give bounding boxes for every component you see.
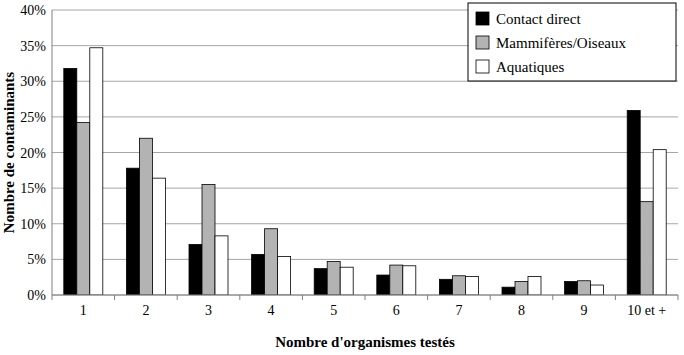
x-tick <box>552 295 553 300</box>
y-axis-title: Nombre de contaminants <box>1 72 17 234</box>
x-tick-label: 8 <box>518 303 525 318</box>
legend-box <box>468 3 676 81</box>
y-tick-label: 10% <box>20 217 46 232</box>
bars <box>64 48 666 295</box>
grid-line <box>52 116 678 117</box>
grid-line <box>52 295 678 296</box>
bar <box>578 281 591 295</box>
y-tick-label: 5% <box>27 252 46 267</box>
y-tick-label: 0% <box>27 288 46 303</box>
bar <box>403 266 416 295</box>
x-tick <box>52 295 53 300</box>
y-tick-label: 35% <box>20 39 46 54</box>
y-tick-label: 30% <box>20 74 46 89</box>
x-tick-label: 4 <box>268 303 275 318</box>
legend-swatch <box>476 60 489 73</box>
x-tick-label: 2 <box>142 303 149 318</box>
x-tick <box>114 295 115 300</box>
bar <box>327 262 340 295</box>
bar <box>591 285 604 295</box>
bar <box>439 279 452 295</box>
bar <box>278 257 291 295</box>
bar <box>152 178 165 295</box>
x-tick <box>490 295 491 300</box>
bar <box>189 244 202 295</box>
bar <box>314 269 327 295</box>
y-axis <box>52 10 53 295</box>
bar <box>528 276 541 295</box>
x-tick <box>302 295 303 300</box>
x-tick <box>239 295 240 300</box>
bar <box>452 276 465 295</box>
bar <box>502 287 515 295</box>
x-tick-label: 3 <box>205 303 212 318</box>
legend-label: Contact direct <box>496 11 581 27</box>
bar <box>627 110 640 295</box>
bar <box>565 281 578 295</box>
bar <box>265 229 278 295</box>
x-axis-title: Nombre d'organismes testés <box>275 334 455 350</box>
x-tick-label: 6 <box>393 303 400 318</box>
bar <box>215 236 228 295</box>
bar <box>126 168 139 295</box>
bar <box>640 202 653 295</box>
bar <box>390 265 403 295</box>
y-tick-label: 15% <box>20 181 46 196</box>
x-tick <box>365 295 366 300</box>
y-tick-label: 20% <box>20 146 46 161</box>
bar <box>340 267 353 295</box>
x-tick <box>177 295 178 300</box>
x-tick-label: 10 et + <box>627 303 666 318</box>
legend-swatch <box>476 36 489 49</box>
bar <box>64 68 77 295</box>
x-axis <box>52 295 678 296</box>
y-tick-label: 25% <box>20 110 46 125</box>
bar <box>515 281 528 295</box>
x-tick <box>427 295 428 300</box>
x-tick-label: 9 <box>581 303 588 318</box>
legend-label: Mammifères/Oiseaux <box>496 35 626 51</box>
bar <box>252 254 265 295</box>
bar <box>465 276 478 295</box>
y-tick-label: 40% <box>20 3 46 18</box>
x-tick-label: 1 <box>80 303 87 318</box>
x-tick-label: 7 <box>455 303 462 318</box>
bar <box>377 275 390 295</box>
bar <box>90 48 103 295</box>
legend-label: Aquatiques <box>496 59 564 75</box>
x-tick-label: 5 <box>330 303 337 318</box>
x-tick <box>615 295 616 300</box>
x-tick <box>678 295 679 300</box>
bar <box>653 150 666 295</box>
bar <box>139 138 152 295</box>
bar <box>202 185 215 295</box>
legend-swatch <box>476 12 489 25</box>
bar <box>77 123 90 295</box>
